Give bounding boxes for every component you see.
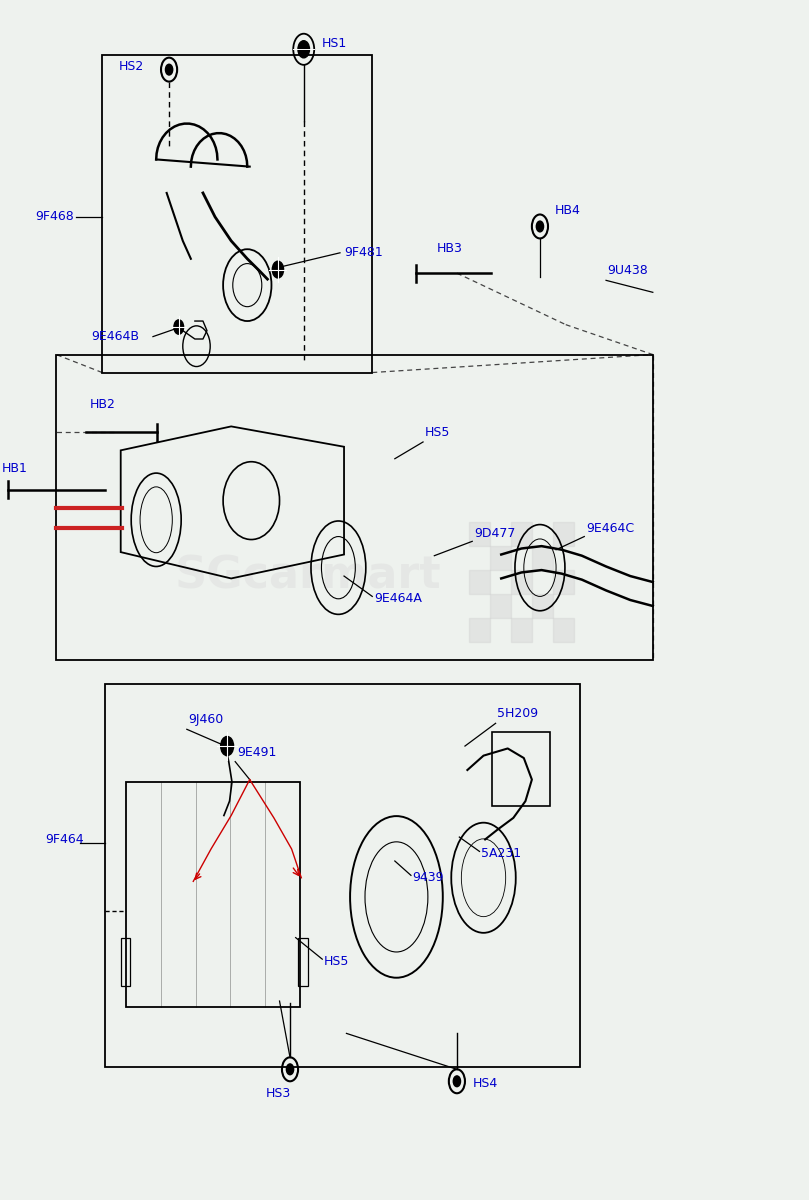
Text: HS4: HS4: [473, 1078, 498, 1091]
Text: 9F481: 9F481: [344, 246, 383, 259]
Text: 9E491: 9E491: [237, 745, 276, 758]
Circle shape: [286, 1064, 294, 1075]
Text: HS5: HS5: [425, 426, 450, 439]
Text: 9U438: 9U438: [608, 264, 649, 277]
Bar: [511, 522, 532, 546]
Text: HB3: HB3: [437, 241, 463, 254]
Circle shape: [166, 65, 172, 76]
Text: HS2: HS2: [119, 60, 144, 72]
Circle shape: [453, 1076, 460, 1087]
Text: 9J460: 9J460: [188, 713, 223, 726]
Text: 9E464C: 9E464C: [586, 522, 634, 535]
Circle shape: [273, 262, 284, 278]
Text: 5A231: 5A231: [481, 847, 521, 860]
Bar: [553, 570, 574, 594]
Circle shape: [536, 221, 544, 232]
Bar: [121, 937, 130, 985]
Bar: [511, 618, 532, 642]
Text: 9E464B: 9E464B: [91, 330, 140, 343]
Bar: [56, 354, 653, 660]
Bar: [553, 522, 574, 546]
Bar: [298, 937, 307, 985]
Bar: [532, 546, 553, 570]
Bar: [104, 684, 580, 1067]
Bar: [511, 570, 532, 594]
Text: 9E464A: 9E464A: [374, 593, 421, 605]
Text: HB4: HB4: [554, 204, 580, 217]
Bar: [492, 732, 549, 806]
Bar: [490, 546, 511, 570]
Bar: [469, 618, 490, 642]
Text: 9439: 9439: [413, 871, 444, 884]
Bar: [469, 570, 490, 594]
Bar: [532, 594, 553, 618]
Text: HB2: HB2: [90, 398, 116, 412]
Bar: [553, 618, 574, 642]
Bar: [490, 594, 511, 618]
Text: 9F468: 9F468: [36, 210, 74, 223]
Text: HS5: HS5: [324, 955, 349, 968]
Bar: [102, 55, 372, 372]
Text: HB1: HB1: [2, 462, 28, 475]
Circle shape: [298, 41, 310, 58]
Circle shape: [221, 737, 234, 756]
Text: SGcarmart: SGcarmart: [175, 554, 441, 598]
Text: 9D477: 9D477: [475, 527, 516, 540]
Text: HS3: HS3: [265, 1087, 290, 1100]
Text: HS1: HS1: [321, 37, 347, 49]
Text: 9F464: 9F464: [46, 833, 84, 846]
Circle shape: [174, 320, 184, 335]
Text: 5H209: 5H209: [498, 707, 538, 720]
Bar: [126, 782, 299, 1007]
Bar: [469, 522, 490, 546]
